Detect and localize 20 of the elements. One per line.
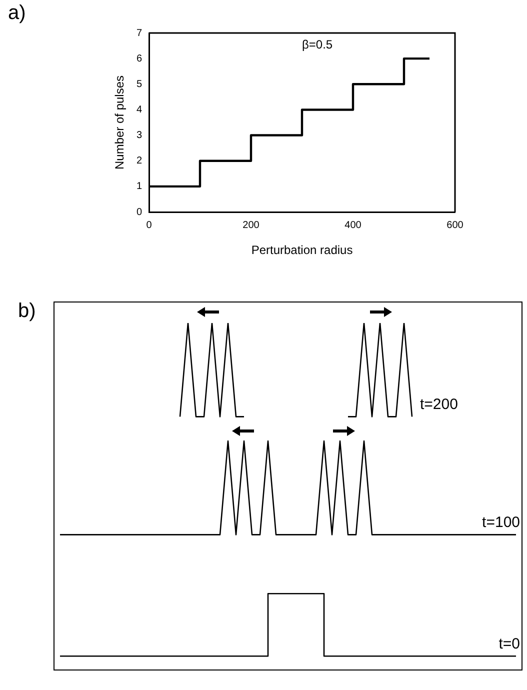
x-tick-label: 200: [242, 220, 260, 231]
y-tick-label: 6: [136, 53, 142, 64]
y-tick-label: 7: [136, 28, 142, 39]
series-label: t=200: [420, 396, 458, 413]
y-tick-label: 2: [136, 156, 142, 167]
y-tick-label: 3: [136, 130, 142, 142]
series-label: t=100: [482, 514, 520, 531]
series-label: t=0: [498, 635, 520, 652]
y-tick-label: 1: [136, 181, 142, 192]
annotation: β=0.5: [302, 37, 333, 52]
x-axis-title: Perturbation radius: [251, 243, 353, 258]
y-axis-title: Number of pulses: [112, 75, 127, 170]
chart-title: a): [8, 2, 26, 25]
y-tick-label: 0: [136, 206, 142, 218]
x-tick-label: 600: [446, 220, 464, 231]
y-tick-label: 4: [136, 104, 142, 116]
chart-title: b): [18, 300, 36, 323]
x-tick-label: 0: [146, 220, 152, 231]
x-tick-label: 400: [344, 220, 362, 231]
y-tick-label: 5: [136, 78, 142, 90]
